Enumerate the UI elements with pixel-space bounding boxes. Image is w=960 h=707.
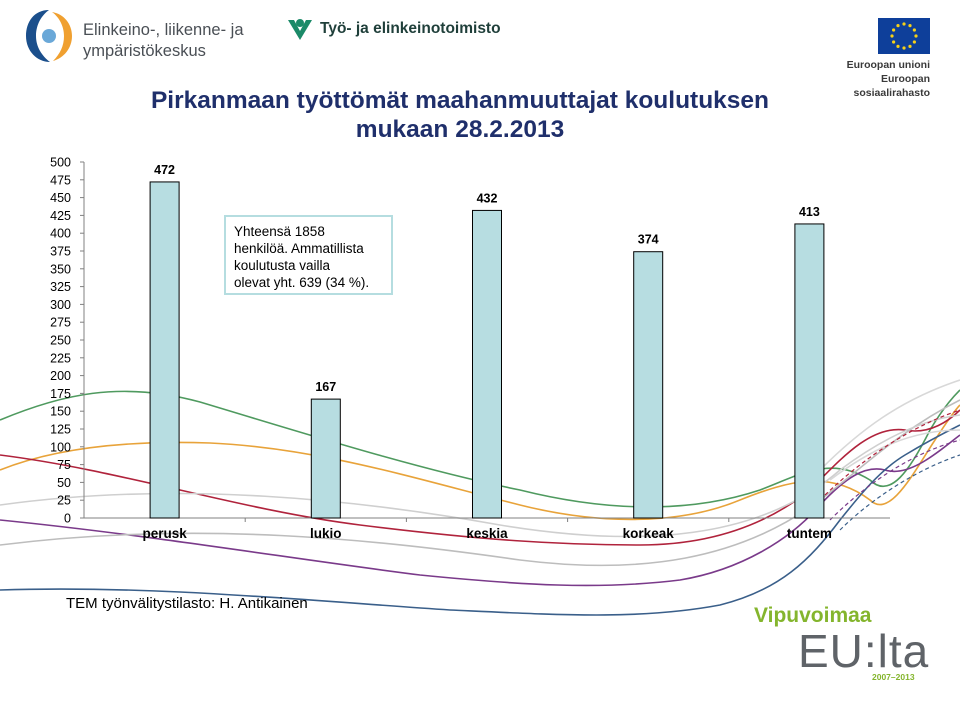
eu-line2: Euroopan sosiaalirahasto: [853, 73, 930, 99]
ely-line1: Elinkeino-, liikenne- ja: [83, 21, 244, 39]
chart-title-line2: mukaan 28.2.2013: [355, 116, 565, 143]
eu-star-icon: [890, 34, 894, 38]
annotation-line-4: olevat yht. 639 (34 %).: [234, 275, 370, 290]
y-tick-label: 25: [57, 494, 71, 508]
wave-dash-3: [839, 454, 960, 531]
y-tick-label: 325: [50, 280, 71, 294]
wave-purple: [0, 434, 960, 587]
eu-star-icon: [902, 22, 906, 26]
wave-orange: [0, 404, 960, 521]
wave-dash-1: [819, 409, 960, 501]
y-tick-label: 50: [57, 476, 71, 490]
y-tick-label: 100: [50, 440, 71, 454]
y-tick-label: 425: [50, 209, 71, 223]
y-tick-label: 150: [50, 405, 71, 419]
y-tick-label: 175: [50, 387, 71, 401]
y-tick-label: 275: [50, 316, 71, 330]
ely-logo-icon: [26, 10, 72, 62]
eu-star-icon: [908, 44, 912, 48]
x-tick-label: tuntem: [787, 526, 832, 541]
ely-line2: ympäristökeskus: [83, 42, 206, 60]
eu-name: Euroopan unioni Euroopan sosiaalirahasto: [806, 58, 930, 100]
eu-star-icon: [892, 40, 896, 44]
x-tick-label: keskia: [466, 526, 508, 541]
bar-tuntem: [794, 223, 825, 519]
y-tick-label: 350: [50, 262, 71, 276]
y-tick-label: 450: [50, 191, 71, 205]
source-note: TEM työnvälitystilasto: H. Antikainen: [66, 595, 308, 612]
eu-star-icon: [912, 40, 916, 44]
chart-title-line1: Pirkanmaan työttömät maahanmuuttajat kou…: [150, 87, 770, 114]
y-tick-label: 300: [50, 298, 71, 312]
y-tick-label: 500: [50, 156, 71, 170]
ely-name: Elinkeino-, liikenne- ja ympäristökeskus: [83, 20, 244, 62]
y-tick-label: 0: [64, 512, 71, 526]
y-tick-label: 75: [57, 458, 71, 472]
vipuvoimaa-logo-text: Vipuvoimaa: [754, 604, 872, 627]
eu-star-icon: [892, 28, 896, 32]
te-name: Työ- ja elinkeinotoimisto: [320, 20, 501, 37]
wave-gray: [0, 399, 960, 567]
bar-keskia: [472, 209, 502, 519]
data-label: 374: [638, 233, 659, 247]
wave-gray-3: [819, 379, 960, 471]
y-tick-label: 400: [50, 227, 71, 241]
eu-star-icon: [896, 44, 900, 48]
x-tick-label: korkeak: [623, 526, 675, 541]
data-label: 472: [154, 163, 175, 177]
y-tick-label: 250: [50, 334, 71, 348]
annotation-box: Yhteensä 1858 henkilöä. Ammatillista kou…: [224, 215, 393, 295]
bar-perusk: [149, 181, 180, 519]
data-label: 432: [477, 191, 498, 205]
wave-gray-2: [0, 414, 960, 538]
y-tick-label: 125: [50, 423, 71, 437]
chart-title: Pirkanmaan työttömät maahanmuuttajat kou…: [110, 86, 810, 144]
vip-years: 2007–2013: [872, 672, 915, 682]
eu-line1: Euroopan unioni: [846, 59, 930, 71]
te-logo-icon: [288, 19, 312, 40]
eu-star-icon: [902, 46, 906, 50]
wave-gray-4: [829, 429, 960, 481]
wave-blue: [0, 424, 960, 616]
annotation-line-2: henkilöä. Ammatillista: [234, 241, 364, 256]
annotation-line-1: Yhteensä 1858: [234, 224, 325, 239]
annotation-line-3: koulutusta vailla: [234, 258, 331, 273]
eu-star-icon: [914, 34, 918, 38]
eu-star-icon: [908, 24, 912, 28]
wave-red: [0, 409, 960, 546]
x-tick-label: lukio: [310, 526, 342, 541]
bar-lukio: [310, 398, 341, 519]
x-tick-label: perusk: [142, 526, 187, 541]
bar-korkeak: [633, 251, 664, 519]
data-label: 413: [799, 205, 820, 219]
y-tick-label: 200: [50, 369, 71, 383]
wave-dash-2: [829, 439, 960, 521]
eu-star-icon: [896, 24, 900, 28]
y-tick-label: 475: [50, 173, 71, 187]
eu-flag-icon: [878, 18, 930, 54]
eu-star-icon: [912, 28, 916, 32]
y-tick-label: 225: [50, 351, 71, 365]
y-tick-label: 375: [50, 245, 71, 259]
eulta-logo-text: EU:lta: [798, 625, 930, 677]
data-label: 167: [315, 380, 336, 394]
